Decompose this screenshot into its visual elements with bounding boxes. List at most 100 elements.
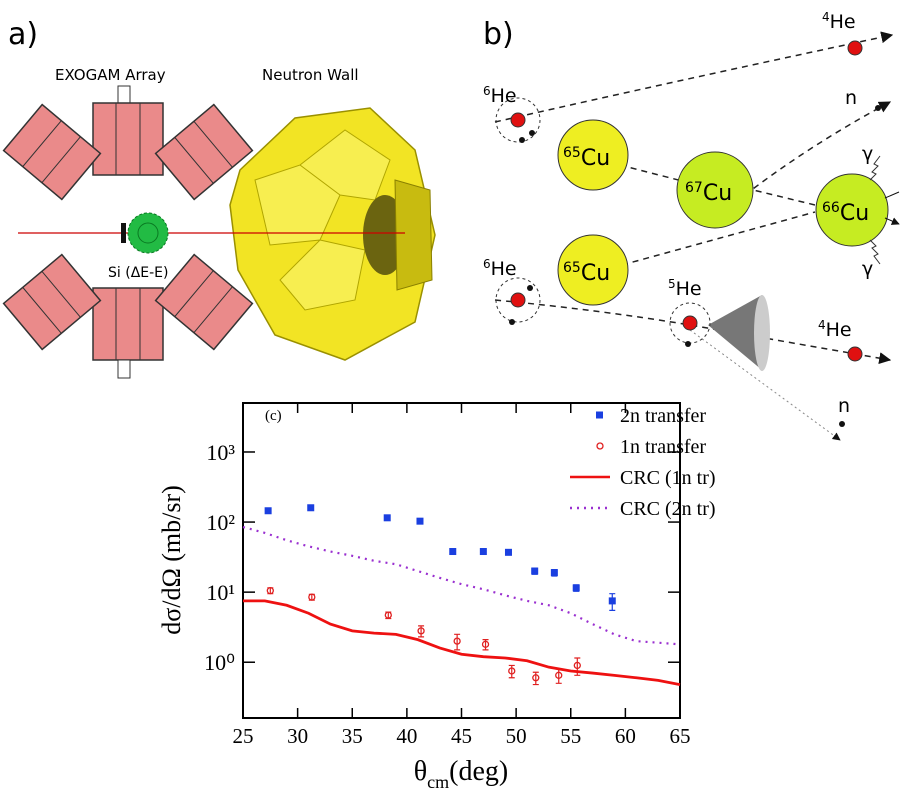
nucleus — [815, 173, 889, 247]
panel-label: a) — [8, 17, 38, 52]
nucleus-halo — [495, 277, 541, 323]
track — [619, 102, 890, 266]
wall-label: Neutron Wall — [262, 66, 359, 84]
panel-label: b) — [483, 17, 514, 52]
data-point — [417, 627, 425, 635]
y-tick-label: 10¹ — [206, 580, 235, 605]
legend-label: CRC (2n tr) — [620, 498, 716, 520]
data-point — [384, 611, 392, 619]
nucleus-label: 66Cu — [822, 200, 869, 226]
nucleus-label: 6He — [483, 84, 517, 107]
panel-b: b) 4He 6He 65Cu 67Cu 66Cu 6He 65Cu 5He 4… — [483, 10, 899, 441]
particle-label: γ — [862, 258, 873, 280]
nucleus-label: 6He — [483, 257, 517, 280]
x-tick-label: 60 — [615, 724, 636, 748]
nucleus — [682, 315, 698, 331]
legend-label: 1n transfer — [620, 436, 706, 458]
particle-label: n — [838, 395, 850, 417]
x-tick-label: 40 — [396, 724, 417, 748]
x-tick-label: 30 — [287, 724, 308, 748]
legend-swatch — [596, 442, 604, 450]
neutron — [509, 319, 515, 325]
data-point — [481, 640, 490, 648]
x-axis-label: θcm(deg) — [414, 756, 509, 792]
x-tick-label: 25 — [233, 724, 254, 748]
nucleus — [557, 234, 629, 306]
track — [689, 329, 841, 441]
data-point — [608, 597, 616, 605]
neutron — [527, 285, 533, 291]
y-tick-label: 10⁰ — [204, 650, 235, 675]
detector-label: Si (ΔE-E) — [108, 265, 168, 281]
data-point — [508, 667, 516, 675]
neutron — [529, 130, 535, 136]
array-label: EXOGAM Array — [55, 66, 166, 84]
legend-label: 2n transfer — [620, 405, 706, 427]
data-point — [308, 593, 316, 601]
nucleus — [847, 40, 863, 56]
data-point — [531, 567, 539, 575]
nucleus — [847, 346, 863, 362]
neutron — [685, 341, 691, 347]
data-point — [416, 517, 424, 525]
neutron — [519, 137, 525, 143]
si-ring — [137, 222, 159, 244]
error-bar — [454, 633, 461, 651]
data-point — [264, 507, 272, 515]
nucleus — [510, 292, 526, 308]
cone — [708, 295, 762, 370]
data-point — [453, 637, 461, 645]
nucleus-label: 4He — [818, 318, 852, 341]
particle-label: n — [845, 87, 857, 109]
nucleus-label: 65Cu — [563, 145, 610, 171]
nucleus-label: 5He — [668, 277, 702, 300]
nucleus-label: 67Cu — [685, 180, 732, 206]
x-tick-label: 35 — [342, 724, 363, 748]
data-point — [532, 674, 540, 682]
data-point — [555, 671, 563, 679]
track — [494, 31, 894, 123]
data-line — [243, 599, 681, 686]
data-point — [449, 548, 457, 556]
gamma-arrow — [884, 191, 899, 224]
data-point — [266, 587, 274, 595]
x-tick-label: 45 — [451, 724, 472, 748]
nucleus — [676, 151, 754, 229]
panel-a: a) EXOGAM Array Neutron Wall Si (ΔE-E) — [2, 17, 436, 379]
nucleus-label: 65Cu — [563, 260, 610, 286]
error-bar — [508, 664, 515, 679]
particle-label: γ — [862, 143, 873, 165]
neutron-wall — [229, 107, 436, 361]
legend-swatch — [596, 411, 603, 419]
data-point — [504, 548, 512, 556]
data-point — [550, 569, 558, 577]
panel-label: (c) — [265, 408, 282, 424]
x-tick-label: 50 — [506, 724, 527, 748]
y-axis-label: dσ/dΩ (mb/sr) — [157, 485, 186, 635]
error-bar — [555, 668, 562, 684]
chart: (c) dσ/dΩ (mb/sr) θcm(deg) 25 30 35 40 45 50 5… — [157, 402, 716, 792]
gamma-ray — [869, 155, 881, 265]
nucleus — [510, 112, 526, 128]
x-tick-label: 55 — [560, 724, 581, 748]
neutron — [875, 105, 881, 111]
error-bar — [532, 671, 539, 686]
cone — [754, 295, 770, 371]
data-point — [572, 584, 580, 592]
data-point — [573, 661, 581, 670]
data-point — [383, 514, 391, 522]
legend-label: CRC (1n tr) — [620, 467, 716, 489]
x-tick-label: 65 — [670, 724, 691, 748]
nucleus-halo — [495, 97, 541, 143]
data-line — [242, 525, 681, 646]
si-holder — [121, 223, 126, 243]
data-point — [307, 504, 315, 512]
exogam-array — [2, 85, 254, 379]
si-detector — [127, 212, 169, 254]
nucleus — [557, 119, 629, 191]
plot-frame — [242, 402, 681, 719]
data-point — [479, 548, 487, 556]
neutron — [839, 421, 845, 427]
y-tick-label: 10² — [206, 510, 235, 535]
